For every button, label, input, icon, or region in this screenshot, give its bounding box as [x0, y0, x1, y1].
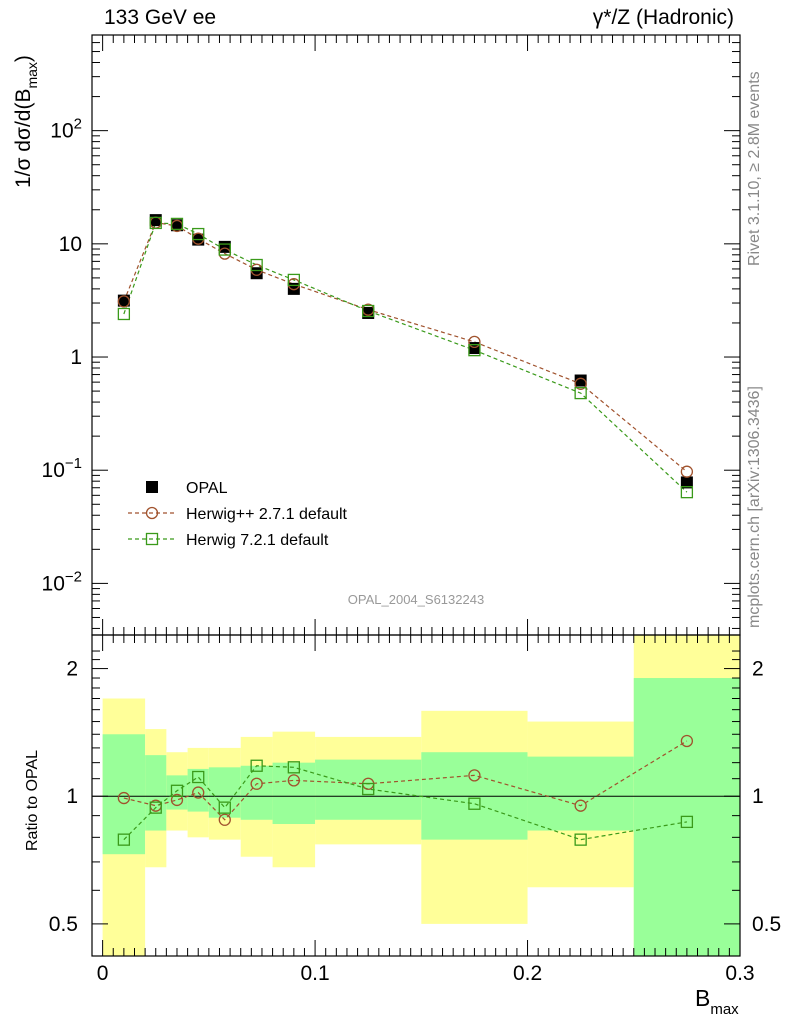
herwigpp-point: [574, 377, 587, 390]
x-tick-label: 0.1: [300, 962, 329, 985]
legend-opal-marker: [146, 481, 158, 493]
herwigpp-ratio-point: [218, 813, 231, 826]
herwig7-point: [250, 258, 263, 272]
herwigpp-ratio-point: [170, 793, 184, 807]
herwig7-ratio-point: [680, 815, 694, 829]
header-left-label: 133 GeV ee: [104, 6, 217, 29]
opal-data-point: [170, 219, 183, 232]
legend-herwig7-marker: [145, 532, 159, 546]
herwigpp-ratio-point: [250, 777, 263, 790]
x-tick-label: 0.3: [725, 962, 754, 985]
legend-label: OPAL: [186, 480, 228, 497]
y-tick-label-main: 1: [70, 346, 82, 369]
herwigpp-ratio-point: [192, 786, 205, 799]
y-tick-label-ratio-right: 0.5: [752, 913, 781, 936]
band-inner-rect: [527, 756, 634, 831]
herwig7-point: [468, 344, 481, 357]
herwigpp-ratio-line: [123, 740, 688, 821]
ratio-frame: [91, 634, 741, 957]
legend-herwigpp-marker: [145, 506, 159, 520]
herwig7-ratio-point: [250, 759, 263, 772]
herwig7-ratio-point: [117, 833, 131, 846]
herwig7-ratio-point: [218, 801, 231, 814]
herwig7-ratio-point: [362, 782, 375, 796]
herwigpp-ratio-point: [287, 774, 300, 787]
herwig7-point: [117, 307, 131, 321]
y-tick-label-main: 10−1: [42, 455, 82, 482]
rivet-version-label: Rivet 3.1.10, ≥ 2.8M events: [746, 71, 763, 266]
herwig7-point: [574, 386, 587, 400]
herwig7-ratio-point: [287, 761, 300, 774]
legend-label: Herwig++ 2.7.1 default: [186, 506, 348, 523]
herwig7-ratio-point: [468, 797, 481, 810]
x-axis-title: Bmax: [695, 985, 739, 1018]
herwig7-ratio-line: [123, 765, 687, 841]
herwig7-point: [362, 304, 375, 318]
herwig7-ratio-point: [192, 770, 205, 784]
y-tick-label-main: 10−2: [42, 568, 82, 595]
band-inner-rect: [145, 755, 167, 831]
x-tick-label: 0.2: [513, 962, 542, 985]
herwigpp-ratio-point: [574, 799, 587, 812]
opal-data-point: [117, 294, 130, 307]
opal-data-point: [574, 374, 587, 387]
band-inner-rect: [240, 765, 273, 820]
legend-label: Herwig 7.2.1 default: [186, 532, 329, 549]
herwigpp-point: [117, 295, 131, 308]
herwigpp-ratio-point: [117, 791, 131, 805]
herwigpp-point: [680, 465, 694, 478]
analysis-watermark: OPAL_2004_S6132243: [348, 592, 484, 607]
y-tick-label-ratio: 1: [66, 785, 78, 808]
herwig7-line: [123, 222, 688, 493]
herwigpp-point: [468, 335, 481, 349]
herwig7-ratio-point: [149, 801, 162, 814]
y-tick-label-ratio: 2: [66, 658, 78, 681]
herwigpp-ratio-point: [468, 769, 481, 782]
herwigpp-ratio-point: [680, 734, 694, 748]
herwig7-point: [192, 227, 205, 241]
x-tick-label: 0: [97, 962, 109, 985]
y-tick-label-ratio-right: 1: [752, 785, 764, 808]
opal-data-point: [468, 342, 481, 355]
herwig7-point: [149, 216, 162, 230]
header-right-label: γ*/Z (Hadronic): [592, 6, 734, 29]
y-axis-title-ratio: Ratio to OPAL: [24, 750, 41, 851]
herwig7-point: [287, 273, 300, 287]
herwig7-ratio-point: [170, 784, 184, 797]
herwig7-point: [680, 485, 694, 499]
band-inner-rect: [187, 768, 209, 812]
band-inner-rect: [166, 775, 188, 810]
y-axis-title-main: 1/σ dσ/d(Bmax): [12, 55, 40, 188]
herwigpp-line: [123, 221, 688, 473]
band-inner-rect: [272, 762, 316, 825]
band-inner-rect: [102, 734, 146, 855]
opal-data-point: [287, 282, 300, 295]
mcplots-label: mcplots.cern.ch [arXiv:1306.3436]: [746, 386, 763, 628]
y-tick-label-main: 10: [59, 233, 82, 256]
y-tick-label-main: 102: [50, 116, 82, 143]
opal-data-point: [680, 476, 693, 489]
y-tick-label-ratio: 0.5: [49, 913, 78, 936]
herwig7-point: [170, 217, 184, 231]
herwig7-point: [218, 243, 231, 256]
herwig7-ratio-point: [574, 833, 587, 846]
y-tick-label-ratio-right: 2: [752, 658, 764, 681]
